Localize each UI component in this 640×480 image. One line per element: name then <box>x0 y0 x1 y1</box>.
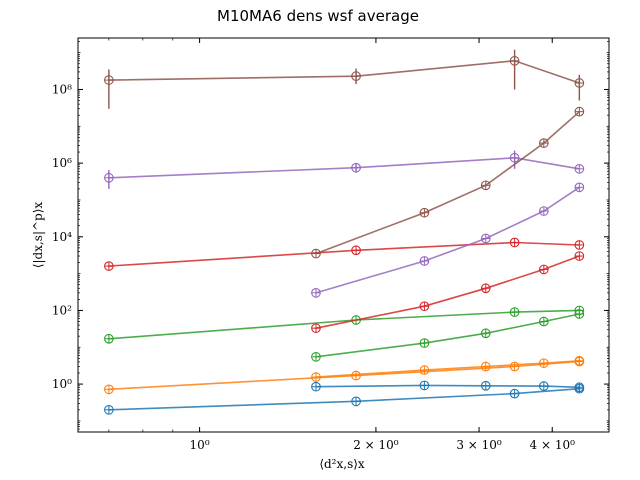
data-point <box>351 71 361 82</box>
data-point <box>104 261 114 271</box>
series-line <box>108 241 580 267</box>
data-point <box>509 388 520 399</box>
data-point <box>574 163 585 174</box>
data-point <box>480 361 491 372</box>
data-point <box>509 152 520 163</box>
data-point <box>311 381 321 392</box>
series-line <box>108 156 580 179</box>
data-point <box>574 309 585 319</box>
data-point <box>104 384 114 395</box>
data-point <box>419 365 430 375</box>
data-point <box>480 283 491 294</box>
y-axis-label: ⟨|dx,s|^p⟩x <box>31 202 45 269</box>
data-point <box>104 172 114 183</box>
data-point <box>104 75 114 85</box>
data-point <box>419 256 430 266</box>
data-point <box>480 233 491 244</box>
data-point <box>509 237 520 248</box>
data-point <box>311 288 321 298</box>
data-point <box>419 207 430 218</box>
data-point <box>311 323 321 334</box>
data-point <box>419 338 430 348</box>
x-tick-label: 4 × 10⁰ <box>530 438 576 452</box>
data-point <box>104 404 114 415</box>
data-point <box>574 382 585 393</box>
plot-area <box>104 49 585 415</box>
data-point <box>311 248 321 259</box>
data-point <box>538 138 549 148</box>
data-point <box>574 251 585 261</box>
data-point <box>480 380 491 391</box>
chart-title: M10MA6 dens wsf average <box>217 7 419 25</box>
data-point <box>574 106 585 117</box>
data-point <box>351 245 361 256</box>
axes-frame <box>77 37 610 433</box>
data-point <box>419 380 430 391</box>
data-point <box>351 396 361 407</box>
data-point <box>419 301 430 312</box>
y-tick-label: 10⁴ <box>52 230 72 244</box>
data-point <box>538 316 549 327</box>
x-axis-label: ⟨d²x,s⟩x <box>319 457 365 471</box>
data-point <box>538 381 549 391</box>
data-point <box>574 355 585 366</box>
series-line <box>108 309 580 340</box>
data-point <box>538 358 549 369</box>
series-line <box>108 360 580 391</box>
data-point <box>104 333 114 344</box>
axes: 10⁰ 2 × 10⁰ 3 × 10⁰ 4 × 10⁰ 10⁰ 10² 10⁴ 10⁶ 10⁸ <box>52 37 610 452</box>
data-point <box>574 78 585 88</box>
data-point <box>480 328 491 339</box>
data-point <box>538 264 549 275</box>
y-tick-label: 10⁶ <box>52 156 72 170</box>
y-tick-label: 10⁸ <box>52 82 72 96</box>
data-point <box>480 180 491 191</box>
data-point <box>509 361 520 372</box>
data-point <box>574 240 585 250</box>
x-tick-label: 3 × 10⁰ <box>456 438 502 452</box>
y-tick-label: 10² <box>52 303 72 317</box>
data-point <box>574 182 585 193</box>
data-point <box>509 55 520 66</box>
x-tick-label: 2 × 10⁰ <box>353 438 399 452</box>
data-point <box>311 351 321 362</box>
data-point <box>351 162 361 173</box>
series-line <box>315 111 580 255</box>
data-point <box>351 370 361 381</box>
series-line <box>108 59 580 84</box>
data-point <box>509 307 520 317</box>
data-point <box>538 206 549 216</box>
y-tick-label: 10⁰ <box>52 377 72 391</box>
data-point <box>311 372 321 382</box>
x-tick-label: 10⁰ <box>190 438 210 452</box>
series-line <box>108 387 580 411</box>
